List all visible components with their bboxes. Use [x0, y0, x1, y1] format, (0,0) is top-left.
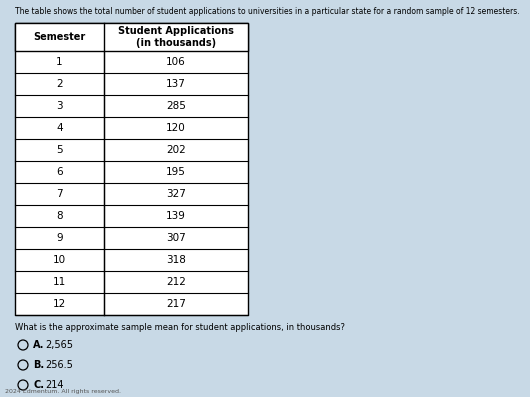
Text: 9: 9 — [56, 233, 63, 243]
Text: 2: 2 — [56, 79, 63, 89]
Text: Semester: Semester — [33, 32, 85, 42]
Text: 11: 11 — [52, 277, 66, 287]
Text: The table shows the total number of student applications to universities in a pa: The table shows the total number of stud… — [15, 7, 519, 16]
Text: 2024 Edmentum. All rights reserved.: 2024 Edmentum. All rights reserved. — [5, 389, 121, 394]
Text: 8: 8 — [56, 211, 63, 221]
Text: 4: 4 — [56, 123, 63, 133]
Text: 285: 285 — [166, 101, 185, 111]
Text: What is the approximate sample mean for student applications, in thousands?: What is the approximate sample mean for … — [15, 323, 345, 332]
Bar — [15, 23, 248, 51]
Text: 3: 3 — [56, 101, 63, 111]
Text: 2,565: 2,565 — [45, 340, 73, 350]
Text: 7: 7 — [56, 189, 63, 199]
Text: 106: 106 — [166, 57, 185, 67]
Text: 10: 10 — [52, 255, 66, 265]
Text: 212: 212 — [166, 277, 185, 287]
Text: 139: 139 — [166, 211, 185, 221]
Text: C.: C. — [33, 380, 44, 390]
Text: 5: 5 — [56, 145, 63, 155]
Text: 202: 202 — [166, 145, 185, 155]
Text: 256.5: 256.5 — [45, 360, 73, 370]
Text: 6: 6 — [56, 167, 63, 177]
Text: 318: 318 — [166, 255, 185, 265]
Text: 12: 12 — [52, 299, 66, 309]
Text: A.: A. — [33, 340, 45, 350]
Text: Student Applications
(in thousands): Student Applications (in thousands) — [118, 26, 234, 48]
Text: 217: 217 — [166, 299, 185, 309]
Text: 1: 1 — [56, 57, 63, 67]
Bar — [15, 23, 248, 315]
Text: 137: 137 — [166, 79, 185, 89]
Text: 195: 195 — [166, 167, 185, 177]
Text: B.: B. — [33, 360, 44, 370]
Text: 327: 327 — [166, 189, 185, 199]
Text: 307: 307 — [166, 233, 185, 243]
Text: 120: 120 — [166, 123, 185, 133]
Text: 214: 214 — [45, 380, 64, 390]
